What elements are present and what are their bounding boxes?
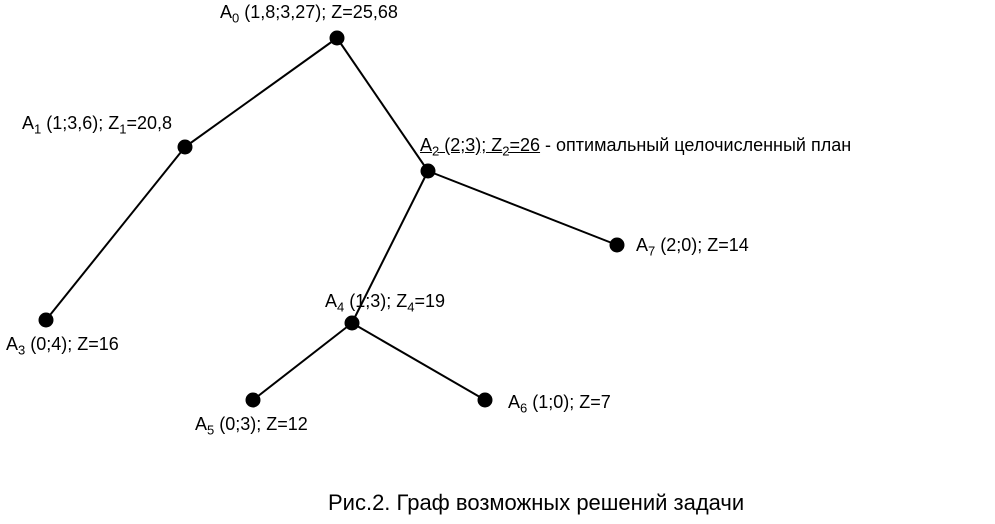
edge: [185, 38, 337, 147]
node-a2: [421, 164, 435, 178]
label-a5: A5 (0;3); Z=12: [195, 414, 308, 438]
label-a1: A1 (1;3,6); Z1=20,8: [22, 113, 172, 137]
edge: [352, 323, 485, 400]
label-a0: A0 (1,8;3,27); Z=25,68: [220, 2, 398, 26]
node-a5: [246, 393, 260, 407]
label-a2: A2 (2;3); Z2=26 - оптимальный целочислен…: [420, 135, 851, 159]
graph-canvas: [0, 0, 995, 524]
edge: [337, 38, 428, 171]
label-a6: A6 (1;0); Z=7: [508, 392, 611, 416]
label-a7: A7 (2;0); Z=14: [636, 235, 749, 259]
figure-caption: Рис.2. Граф возможных решений задачи: [328, 490, 744, 516]
label-a3: A3 (0;4); Z=16: [6, 334, 119, 358]
node-a4: [345, 316, 359, 330]
node-a7: [610, 238, 624, 252]
node-a1: [178, 140, 192, 154]
node-a6: [478, 393, 492, 407]
node-a3: [39, 313, 53, 327]
label-a4: A4 (1;3); Z4=19: [325, 291, 445, 315]
node-a0: [330, 31, 344, 45]
edge: [46, 147, 185, 320]
edge: [428, 171, 617, 245]
edge: [253, 323, 352, 400]
